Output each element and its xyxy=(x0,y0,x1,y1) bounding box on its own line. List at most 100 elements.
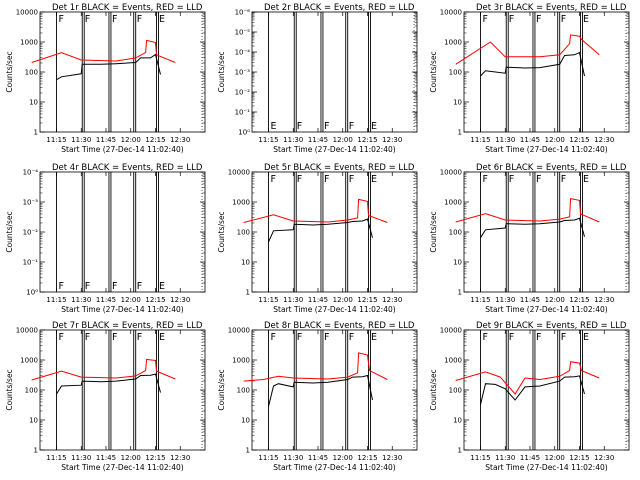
y-tick-label: 1 xyxy=(246,289,250,297)
x-axis-label: Start Time (27-Dec-14 11:02:40) xyxy=(485,305,607,314)
x-tick-label: 12:30 xyxy=(594,296,614,304)
x-tick-label: 12:00 xyxy=(545,296,565,304)
flag-label: F xyxy=(561,174,566,185)
flag-label: F xyxy=(482,332,487,343)
detector-panel-4: Det 4r BLACK = Events, RED = LLD Counts/s… xyxy=(5,163,206,314)
x-tick-label: 12:15 xyxy=(569,136,589,144)
lld-series-line xyxy=(31,39,176,63)
x-tick-label: 11:45 xyxy=(520,296,540,304)
y-tick-label: 1 xyxy=(458,129,462,137)
flag-label: F xyxy=(297,121,302,132)
flag-label: F xyxy=(270,174,275,185)
events-series-line xyxy=(268,218,373,243)
x-axis-label: Start Time (27-Dec-14 11:02:40) xyxy=(485,145,607,154)
plot-frame xyxy=(39,171,206,293)
x-tick-label: 11:30 xyxy=(283,454,303,462)
flag-label: F xyxy=(137,332,142,343)
flag-label: F xyxy=(536,14,541,25)
flag-label: E xyxy=(371,332,377,343)
x-tick-label: 11:15 xyxy=(46,454,66,462)
x-axis-label: Start Time (27-Dec-14 11:02:40) xyxy=(273,305,395,314)
y-tick-label: 1000 xyxy=(20,357,38,365)
x-tick-label: 12:30 xyxy=(594,454,614,462)
x-tick-label: 12:00 xyxy=(333,454,353,462)
x-tick-label: 11:45 xyxy=(308,296,328,304)
y-tick-label: 100 xyxy=(237,229,250,237)
plot-frame xyxy=(463,171,630,293)
y-tick-label: 10 xyxy=(453,417,462,425)
panel-title: Det 4r BLACK = Events, RED = LLD xyxy=(52,163,203,173)
flag-label: F xyxy=(349,174,354,185)
flag-label: E xyxy=(583,332,589,343)
flag-label: F xyxy=(536,174,541,185)
x-tick-label: 11:15 xyxy=(46,136,66,144)
y-tick-label: 10⁰ xyxy=(26,289,38,297)
x-tick-label: 11:45 xyxy=(96,136,116,144)
flag-label: E xyxy=(159,332,165,343)
lld-series-line xyxy=(31,358,176,381)
x-axis-label: Start Time (27-Dec-14 11:02:40) xyxy=(61,305,183,314)
events-series-line xyxy=(56,53,161,81)
x-tick-label: 11:15 xyxy=(258,296,278,304)
flag-label: E xyxy=(371,174,377,185)
y-tick-label: 10 xyxy=(29,417,38,425)
y-axis-label: Counts/sec xyxy=(429,369,438,410)
x-tick-label: 11:30 xyxy=(71,136,91,144)
x-axis-label: Start Time (27-Dec-14 11:02:40) xyxy=(273,463,395,472)
flag-label: F xyxy=(112,14,117,25)
flag-label: F xyxy=(349,121,354,132)
flag-label: E xyxy=(371,121,377,132)
y-tick-label: 10 xyxy=(453,259,462,267)
x-tick-label: 12:30 xyxy=(594,136,614,144)
flag-label: F xyxy=(509,174,514,185)
y-tick-label: 100 xyxy=(25,387,38,395)
panel-title: Det 9r BLACK = Events, RED = LLD xyxy=(476,321,627,331)
y-tick-label: 10⁻² xyxy=(23,229,39,237)
y-tick-label: 10⁻⁴ xyxy=(23,169,39,177)
x-tick-label: 12:00 xyxy=(333,296,353,304)
y-tick-label: 100 xyxy=(449,69,462,77)
y-tick-label: 10000 xyxy=(228,327,250,335)
flag-label: F xyxy=(85,281,90,292)
x-tick-label: 12:15 xyxy=(569,454,589,462)
x-tick-label: 11:45 xyxy=(308,136,328,144)
lld-series-line xyxy=(455,34,600,65)
flag-label: E xyxy=(159,281,165,292)
x-tick-label: 11:45 xyxy=(520,136,540,144)
y-tick-label: 1000 xyxy=(20,39,38,47)
flag-label: E xyxy=(583,14,589,25)
flag-label: F xyxy=(324,332,329,343)
flag-label: F xyxy=(297,174,302,185)
panel-title: Det 6r BLACK = Events, RED = LLD xyxy=(476,163,627,173)
flag-label: E xyxy=(583,174,589,185)
y-axis-label: Counts/sec xyxy=(217,51,226,92)
y-tick-label: 10⁻⁵ xyxy=(235,29,251,37)
flag-label: F xyxy=(58,14,63,25)
x-tick-label: 12:30 xyxy=(382,136,402,144)
y-tick-label: 10000 xyxy=(228,169,250,177)
y-tick-label: 1000 xyxy=(444,39,462,47)
flag-label: F xyxy=(112,281,117,292)
y-tick-label: 10⁰ xyxy=(238,129,250,137)
events-series-line xyxy=(480,51,585,77)
y-tick-label: 1 xyxy=(246,447,250,455)
x-tick-label: 12:00 xyxy=(121,296,141,304)
x-tick-label: 12:00 xyxy=(121,136,141,144)
y-axis-label: Counts/sec xyxy=(429,211,438,252)
y-tick-label: 10⁻¹ xyxy=(23,259,39,267)
y-tick-label: 10⁻² xyxy=(235,89,251,97)
lld-series-line xyxy=(455,361,600,395)
panel-title: Det 8r BLACK = Events, RED = LLD xyxy=(264,321,415,331)
y-tick-label: 10⁻¹ xyxy=(235,109,251,117)
x-axis-label: Start Time (27-Dec-14 11:02:40) xyxy=(485,463,607,472)
x-axis-label: Start Time (27-Dec-14 11:02:40) xyxy=(61,145,183,154)
x-tick-label: 11:15 xyxy=(46,296,66,304)
x-tick-label: 12:30 xyxy=(170,136,190,144)
panel-title: Det 2r BLACK = Events, RED = LLD xyxy=(264,3,415,13)
flag-label: F xyxy=(482,14,487,25)
flag-label: F xyxy=(509,14,514,25)
x-tick-label: 11:30 xyxy=(495,296,515,304)
detector-panel-3: Det 3r BLACK = Events, RED = LLD Counts/s… xyxy=(429,3,630,154)
plot-frame xyxy=(39,329,206,451)
y-tick-label: 1000 xyxy=(444,199,462,207)
